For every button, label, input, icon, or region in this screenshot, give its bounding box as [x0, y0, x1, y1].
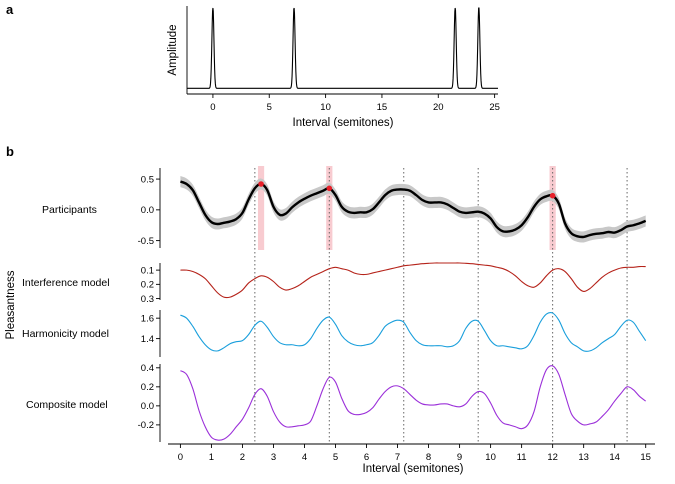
row-label: Participants	[42, 204, 97, 216]
row-y-tick-label: 1.4	[141, 334, 154, 345]
row-harmonicity-model: Harmonicity model 1.4 1.6	[22, 310, 647, 357]
row-y-tick-label: -0.5	[138, 236, 154, 247]
panel-a-letter: a	[6, 2, 14, 17]
b-x-tick-label: 15	[640, 452, 651, 463]
b-x-tick-label: 5	[333, 452, 338, 463]
a-x-tick-label: 15	[377, 102, 388, 113]
row-y-tick-label: 0.2	[141, 280, 154, 291]
panel-b-y-title: Pleasantness	[5, 270, 17, 339]
row-y-tick-label: 0.0	[141, 401, 154, 412]
b-x-tick-label: 12	[547, 452, 558, 463]
highlight-bands	[257, 166, 556, 250]
b-x-tick-label: 6	[364, 452, 369, 463]
row-y-tick-label: 0.4	[141, 363, 154, 374]
b-x-tick-label: 4	[302, 452, 307, 463]
row-label: Interference model	[22, 277, 110, 289]
panel-b-x-ticks: 0 1 2 3 4 5 6 7 8 9 10 11 12 13 14 15	[178, 444, 651, 463]
a-x-tick-label: 25	[489, 102, 500, 113]
a-x-tick-label: 0	[210, 102, 215, 113]
a-x-tick-label: 20	[433, 102, 444, 113]
model-line	[180, 311, 647, 352]
peak-marker	[258, 181, 264, 187]
panel-b-chart: Participants 0.5 0.0 -0.5 Interference model…	[22, 166, 655, 475]
peak-marker	[549, 192, 556, 199]
row-y-tick-label: 0.1	[141, 265, 154, 276]
row-y-tick-label: -0.2	[138, 420, 154, 431]
b-x-tick-label: 11	[517, 452, 527, 463]
b-x-tick-label: 13	[578, 452, 589, 463]
row-y-tick-label: 0.0	[141, 205, 154, 216]
panel-a-y-title: Amplitude	[167, 24, 179, 75]
a-x-tick-label: 10	[320, 102, 331, 113]
row-y-tick-label: 0.3	[141, 294, 154, 305]
row-y-tick-label: 1.6	[141, 313, 154, 324]
participants-line	[179, 180, 647, 239]
row-label: Composite model	[26, 399, 108, 411]
model-line	[180, 262, 646, 299]
b-x-tick-label: 10	[485, 452, 496, 463]
b-x-tick-label: 8	[426, 452, 431, 463]
panel-b-letter: b	[6, 144, 14, 159]
a-x-tick-label: 5	[267, 102, 272, 113]
b-x-tick-label: 7	[395, 452, 400, 463]
row-y-tick-label: 0.5	[141, 174, 154, 185]
b-x-tick-label: 3	[271, 452, 276, 463]
confidence-band	[180, 176, 646, 243]
reference-lines	[254, 168, 628, 442]
row-composite-model: Composite model 0.4 0.2 0.0 -0.2	[26, 363, 647, 442]
b-x-tick-label: 2	[240, 452, 245, 463]
row-interference-model: Interference model 0.1 0.2 0.3	[22, 262, 646, 305]
panel-b-x-title: Interval (semitones)	[363, 463, 464, 475]
model-rows: Participants 0.5 0.0 -0.5 Interference model…	[22, 168, 647, 442]
b-x-tick-label: 9	[457, 452, 462, 463]
highlight-band	[257, 166, 265, 250]
row-y-tick-label: 0.2	[141, 382, 154, 393]
model-line	[180, 365, 647, 441]
b-x-tick-label: 0	[178, 452, 183, 463]
peak-marker	[326, 185, 333, 192]
panel-a-signal-line	[187, 7, 498, 89]
panel-a-x-title: Interval (semitones)	[293, 117, 394, 129]
panel-a-chart: 0 5 10 15 20 25 Interval (semitones) Amplitud…	[167, 6, 500, 129]
row-label: Harmonicity model	[22, 328, 109, 340]
row-participants: Participants 0.5 0.0 -0.5	[42, 168, 647, 248]
panel-a-x-ticks: 0 5 10 15 20 25	[210, 94, 500, 113]
b-x-tick-label: 1	[209, 452, 214, 463]
b-x-tick-label: 14	[609, 452, 620, 463]
